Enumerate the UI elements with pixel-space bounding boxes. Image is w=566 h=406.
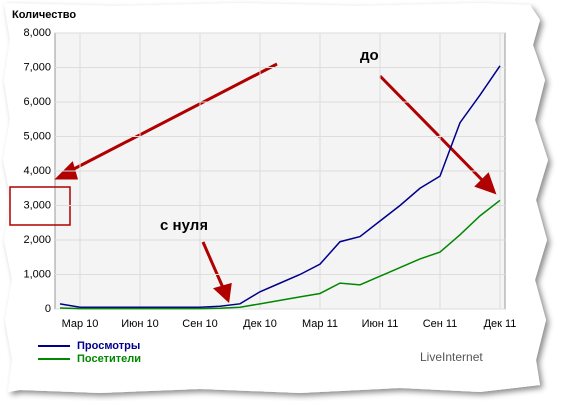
x-tick-label: Мар 10: [62, 318, 99, 330]
y-tick-label: 1,000: [23, 268, 51, 280]
y-tick-label: 7,000: [23, 61, 51, 73]
annotation: до: [360, 47, 379, 64]
legend-label: Просмотры: [77, 340, 140, 352]
annotation: с нуля: [160, 217, 208, 234]
x-tick-label: Дек 10: [243, 318, 277, 330]
y-tick-label: 3,000: [23, 199, 51, 211]
y-tick-label: 6,000: [23, 96, 51, 108]
x-tick-label: Сен 10: [182, 318, 217, 330]
annotation-arrows: [9, 62, 497, 304]
y-tick-label: 2,000: [23, 234, 51, 246]
series-line: [59, 65, 501, 309]
y-tick-label: 4,000: [23, 165, 51, 177]
y-tick-label: 8,000: [23, 27, 51, 39]
x-tick-label: Дек 11: [484, 318, 517, 330]
x-tick-label: Мар 11: [302, 318, 338, 330]
y-tick-label: 5,000: [23, 130, 51, 142]
x-tick-label: Июн 11: [362, 318, 399, 330]
x-tick-label: Сен 11: [423, 318, 458, 330]
y-tick-label: 0: [45, 303, 51, 315]
series-line: [59, 199, 501, 310]
y-axis-title: Количество: [12, 9, 76, 21]
source: LiveInternet: [420, 350, 483, 364]
x-tick-label: Июн 10: [121, 318, 159, 330]
legend-label: Посетители: [77, 353, 141, 365]
